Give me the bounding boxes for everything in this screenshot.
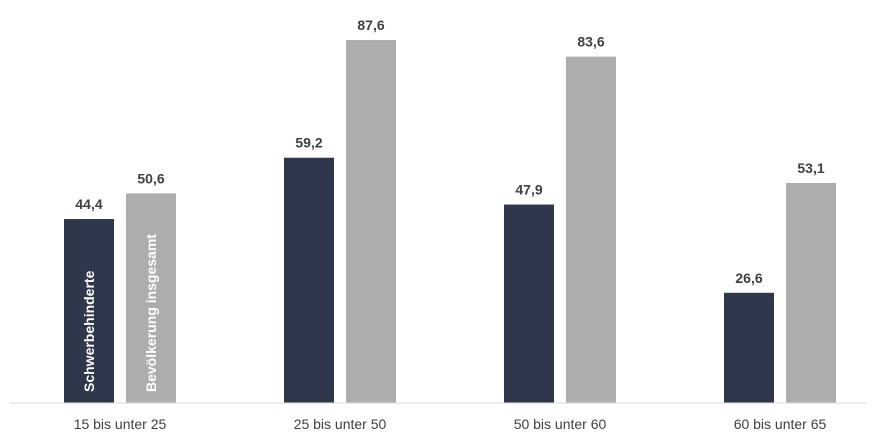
category-label-1: 25 bis unter 50 [294,416,387,432]
bars-layer [64,40,836,403]
value-labels-layer: 44,4 50,6 59,2 87,6 47,9 83,6 26,6 53,1 [75,17,824,286]
category-label-2: 50 bis unter 60 [514,416,607,432]
value-label-schwerbehinderte-1: 59,2 [295,135,322,151]
value-label-bevoelkerung-1: 87,6 [357,17,384,33]
value-label-bevoelkerung-3: 53,1 [797,160,824,176]
bar-schwerbehinderte-3 [724,292,774,403]
category-labels-layer: 15 bis unter 25 25 bis unter 50 50 bis unt… [74,416,827,432]
bar-bevoelkerung-1 [346,40,396,403]
value-label-schwerbehinderte-3: 26,6 [735,270,762,286]
series-label-schwerbehinderte: Schwerbehinderte [81,270,97,392]
value-label-schwerbehinderte-2: 47,9 [515,182,542,198]
bar-schwerbehinderte-0 [64,219,114,403]
category-label-3: 60 bis unter 65 [734,416,827,432]
value-label-schwerbehinderte-0: 44,4 [75,196,102,212]
bar-schwerbehinderte-1 [284,157,334,403]
bar-bevoelkerung-0 [126,193,176,403]
category-label-0: 15 bis unter 25 [74,416,167,432]
value-label-bevoelkerung-0: 50,6 [137,170,164,186]
series-label-bevoelkerung: Bevölkerung insgesamt [143,234,159,392]
bar-schwerbehinderte-2 [504,204,554,403]
bar-bevoelkerung-2 [566,56,616,403]
bar-bevoelkerung-3 [786,183,836,403]
value-label-bevoelkerung-2: 83,6 [577,34,604,50]
